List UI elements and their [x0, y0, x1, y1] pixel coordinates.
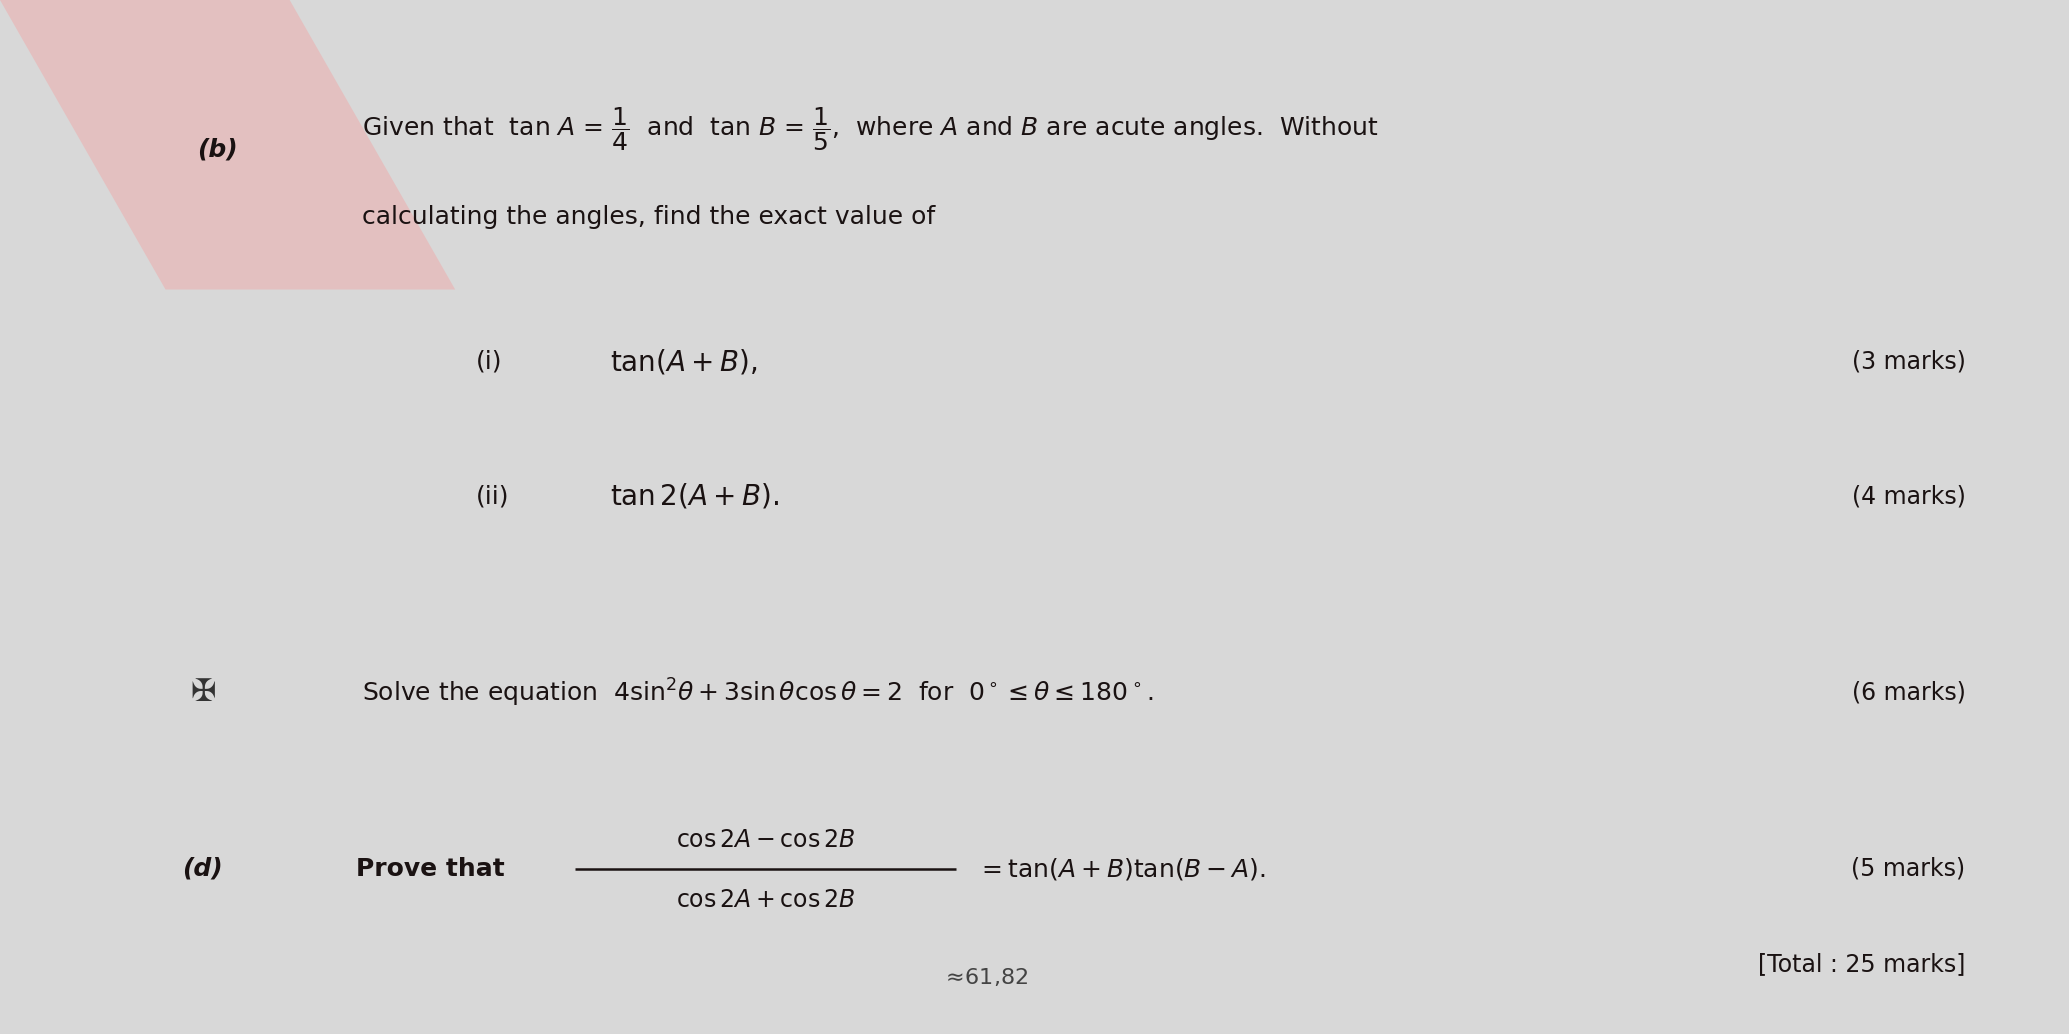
- Text: (ii): (ii): [476, 484, 509, 509]
- Text: calculating the angles, find the exact value of: calculating the angles, find the exact v…: [362, 205, 935, 230]
- Text: $\tan 2(A+B).$: $\tan 2(A+B).$: [610, 482, 780, 511]
- Text: Given that  tan $A$ = $\dfrac{1}{4}$  and  tan $B$ = $\dfrac{1}{5}$,  where $A$ : Given that tan $A$ = $\dfrac{1}{4}$ and …: [362, 105, 1378, 153]
- Polygon shape: [0, 0, 455, 290]
- Text: (4 marks): (4 marks): [1852, 484, 1966, 509]
- Text: $\maltese$: $\maltese$: [190, 678, 215, 707]
- Text: $\tan\!(A+B),$: $\tan\!(A+B),$: [610, 347, 757, 376]
- Text: $\approx\!61,\!82$: $\approx\!61,\!82$: [941, 966, 1028, 989]
- Text: (6 marks): (6 marks): [1852, 680, 1966, 705]
- Text: (b): (b): [197, 138, 238, 162]
- Text: (3 marks): (3 marks): [1852, 349, 1966, 374]
- Text: $= \tan(A+B)\tan(B-A).$: $= \tan(A+B)\tan(B-A).$: [977, 855, 1266, 882]
- Text: (i): (i): [476, 349, 503, 374]
- Text: $\cos 2A + \cos 2B$: $\cos 2A + \cos 2B$: [677, 887, 854, 912]
- Text: $\cos 2A - \cos 2B$: $\cos 2A - \cos 2B$: [677, 827, 854, 852]
- Text: Solve the equation  $4\sin^2\!\theta + 3\sin\theta\cos\theta = 2$  for  $0^\circ: Solve the equation $4\sin^2\!\theta + 3\…: [362, 676, 1155, 709]
- Text: Prove that: Prove that: [356, 856, 505, 881]
- Text: [Total : 25 marks]: [Total : 25 marks]: [1759, 951, 1966, 976]
- Text: (d): (d): [182, 856, 223, 881]
- Text: (5 marks): (5 marks): [1852, 856, 1966, 881]
